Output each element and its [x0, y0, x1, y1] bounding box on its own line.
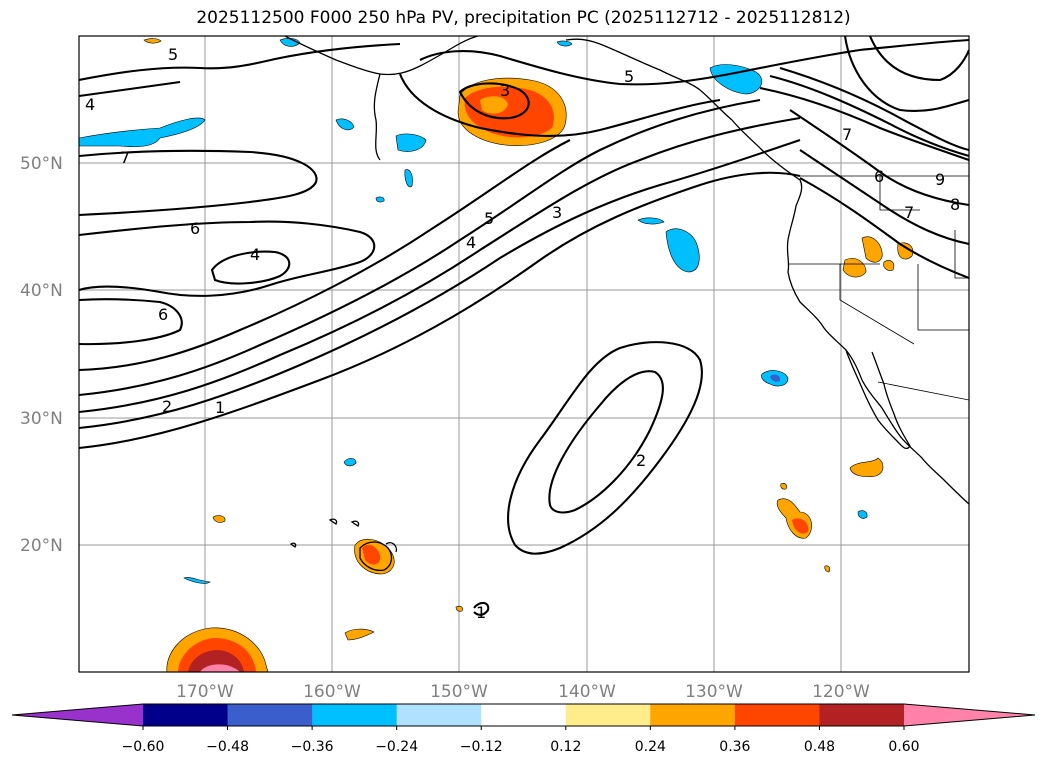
coastline-baja: [845, 349, 911, 450]
pv-contour-4: [79, 98, 761, 397]
pv-contours: [79, 36, 969, 616]
precip-blob-mexico: [849, 457, 884, 478]
lon-label-160w: 160°W: [303, 682, 361, 702]
contour-label: 5: [484, 209, 494, 228]
longitude-labels: 170°W 160°W 150°W 140°W 130°W 120°W: [176, 682, 870, 702]
lat-label-20n: 20°N: [20, 536, 63, 556]
pv-contour-ridge: [399, 73, 721, 137]
colorbar-segment: [819, 704, 905, 726]
contour-label: 7: [904, 203, 914, 222]
precip-neg-north-pacific-west: [79, 117, 206, 148]
pv-contour-east-6: [789, 109, 969, 207]
lon-label-150w: 150°W: [430, 682, 488, 702]
pv-contour-east-4: [799, 177, 969, 279]
contour-label: 1: [215, 398, 225, 417]
colorbar-segment: [227, 704, 313, 726]
pv-contour-6a: [79, 298, 183, 346]
contour-label: 6: [190, 219, 200, 238]
contour-label: 1: [476, 603, 486, 622]
colorbar-tick-label: −0.48: [206, 739, 249, 755]
lat-label-30n: 30°N: [20, 409, 63, 429]
colorbar-tick-label: 0.36: [719, 739, 750, 755]
colorbar: −0.60 −0.48 −0.36 −0.24 −0.12 0.12 0.24 0.36 0.4…: [11, 703, 1036, 755]
pv-contour-2-south-inner: [548, 370, 664, 514]
contour-label: 3: [500, 81, 510, 100]
contour-label: 4: [466, 233, 476, 252]
pv-contour-2: [79, 139, 801, 430]
lon-label-170w: 170°W: [176, 682, 234, 702]
contour-label: 7: [842, 125, 852, 144]
pv-contour-ne: [869, 36, 969, 82]
colorbar-segment: [143, 704, 229, 726]
pv-contour-east-7: [759, 86, 969, 161]
contour-label: 7: [120, 148, 130, 167]
contour-label: 3: [552, 203, 562, 222]
coastline-hawaii-big: [359, 541, 393, 572]
pv-contour-4-small: [210, 250, 291, 285]
colorbar-tick-label: 0.12: [550, 739, 581, 755]
pv-contour-east-top: [843, 36, 969, 112]
colorbar-segment: [565, 704, 651, 726]
lon-label-120w: 120°W: [812, 682, 870, 702]
lat-label-40n: 40°N: [20, 281, 63, 301]
colorbar-outline: [11, 703, 1036, 727]
pv-contour-trough-3: [458, 82, 530, 120]
colorbar-tick-label: 0.24: [635, 739, 666, 755]
pv-contour-east-8: [769, 74, 969, 158]
contour-label: 2: [636, 451, 646, 470]
contour-label: 2: [162, 397, 172, 416]
pv-contour-3: [79, 116, 801, 414]
pv-contour-7: [79, 149, 318, 217]
pv-contour-6b: [79, 220, 376, 297]
contour-label: 5: [168, 45, 178, 64]
pv-contour-5-north: [79, 42, 401, 82]
gridlines: [79, 36, 969, 672]
precip-blob-california: [842, 258, 867, 278]
colorbar-tick-label: −0.24: [375, 739, 418, 755]
colorbar-tick-label: 0.60: [888, 739, 919, 755]
pv-contour-5: [79, 139, 571, 372]
colorbar-segment: [396, 704, 482, 726]
lat-label-50n: 50°N: [20, 154, 63, 174]
contour-label: 6: [874, 167, 884, 186]
colorbar-extend-low: [12, 704, 143, 726]
contour-label: 6: [158, 305, 168, 324]
contour-label: 9: [935, 170, 945, 189]
coastlines: [284, 36, 969, 572]
contour-label: 4: [250, 245, 260, 264]
coastline-alaska: [284, 36, 479, 76]
contour-label: 8: [950, 195, 960, 214]
lon-label-140w: 140°W: [558, 682, 616, 702]
pv-contour-small-south: [473, 601, 490, 616]
colorbar-segment: [650, 704, 736, 726]
pv-contour-1: [79, 171, 801, 450]
contour-label: 5: [624, 67, 634, 86]
pv-contour-east-9: [779, 66, 969, 152]
pv-contour-4-north: [79, 80, 181, 98]
pv-contour-labels: 5 4 7 6 4 6 2 1 3 5 4 3 5 7 6 9 8 7 2 1: [85, 45, 960, 622]
colorbar-tick-label: 0.48: [804, 739, 835, 755]
coastline-north-america: [599, 43, 969, 505]
map-title: 2025112500 F000 250 hPa PV, precipitatio…: [196, 8, 851, 28]
colorbar-extend-high: [904, 704, 1035, 726]
colorbar-segment: [312, 704, 398, 726]
colorbar-tick-label: −0.60: [122, 739, 165, 755]
pv-contour-2-south-outer: [507, 341, 703, 555]
colorbar-segment: [481, 704, 567, 726]
colorbar-segment: [734, 704, 820, 726]
contour-label: 4: [85, 95, 95, 114]
lon-label-130w: 130°W: [685, 682, 743, 702]
colorbar-tick-label: −0.36: [291, 739, 334, 755]
map-frame: [78, 35, 970, 673]
map-panel: 5 4 7 6 4 6 2 1 3 5 4 3 5 7 6 9 8 7 2 1: [79, 36, 969, 672]
precip-shading: [79, 38, 914, 672]
colorbar-tick-label: −0.12: [460, 739, 503, 755]
pv-contour-ridge-2: [419, 38, 969, 86]
latitude-labels: 50°N 40°N 30°N 20°N: [20, 154, 63, 556]
pv-contour-east-5: [799, 149, 969, 246]
